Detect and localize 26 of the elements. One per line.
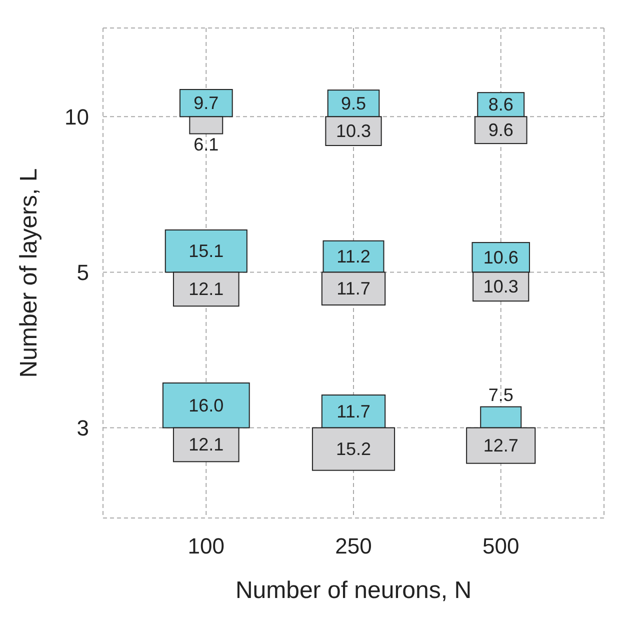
data-label: 9.5 (340, 93, 366, 114)
data-label: 7.5 (488, 384, 514, 405)
data-label: 11.2 (336, 246, 370, 267)
data-label: 8.6 (488, 94, 514, 115)
data-label: 9.6 (488, 120, 514, 140)
data-label: 9.7 (194, 93, 219, 114)
category-label: 250 (335, 534, 372, 559)
data-label: 12.1 (188, 279, 224, 300)
category-label: 100 (188, 534, 225, 559)
category-label: 3 (76, 416, 89, 441)
data-label: 11.7 (336, 401, 370, 422)
data-label: 12.1 (188, 434, 224, 455)
data-label: 10.3 (483, 276, 518, 297)
category-label: 500 (482, 534, 520, 559)
text: Number of layers, L (16, 168, 43, 378)
data-label: 15.2 (336, 439, 372, 460)
text: Number of neurons, N (235, 577, 472, 604)
category-label: 10 (64, 104, 89, 130)
data-label: 6.1 (194, 134, 219, 155)
data-label: 16.0 (188, 395, 224, 416)
data-label: 11.7 (336, 278, 370, 299)
data-label: 10.6 (483, 247, 518, 268)
category-label: 5 (76, 260, 89, 286)
data-label: 12.7 (483, 436, 518, 456)
data-label: 15.1 (188, 241, 224, 262)
data-label: 10.3 (336, 121, 372, 142)
